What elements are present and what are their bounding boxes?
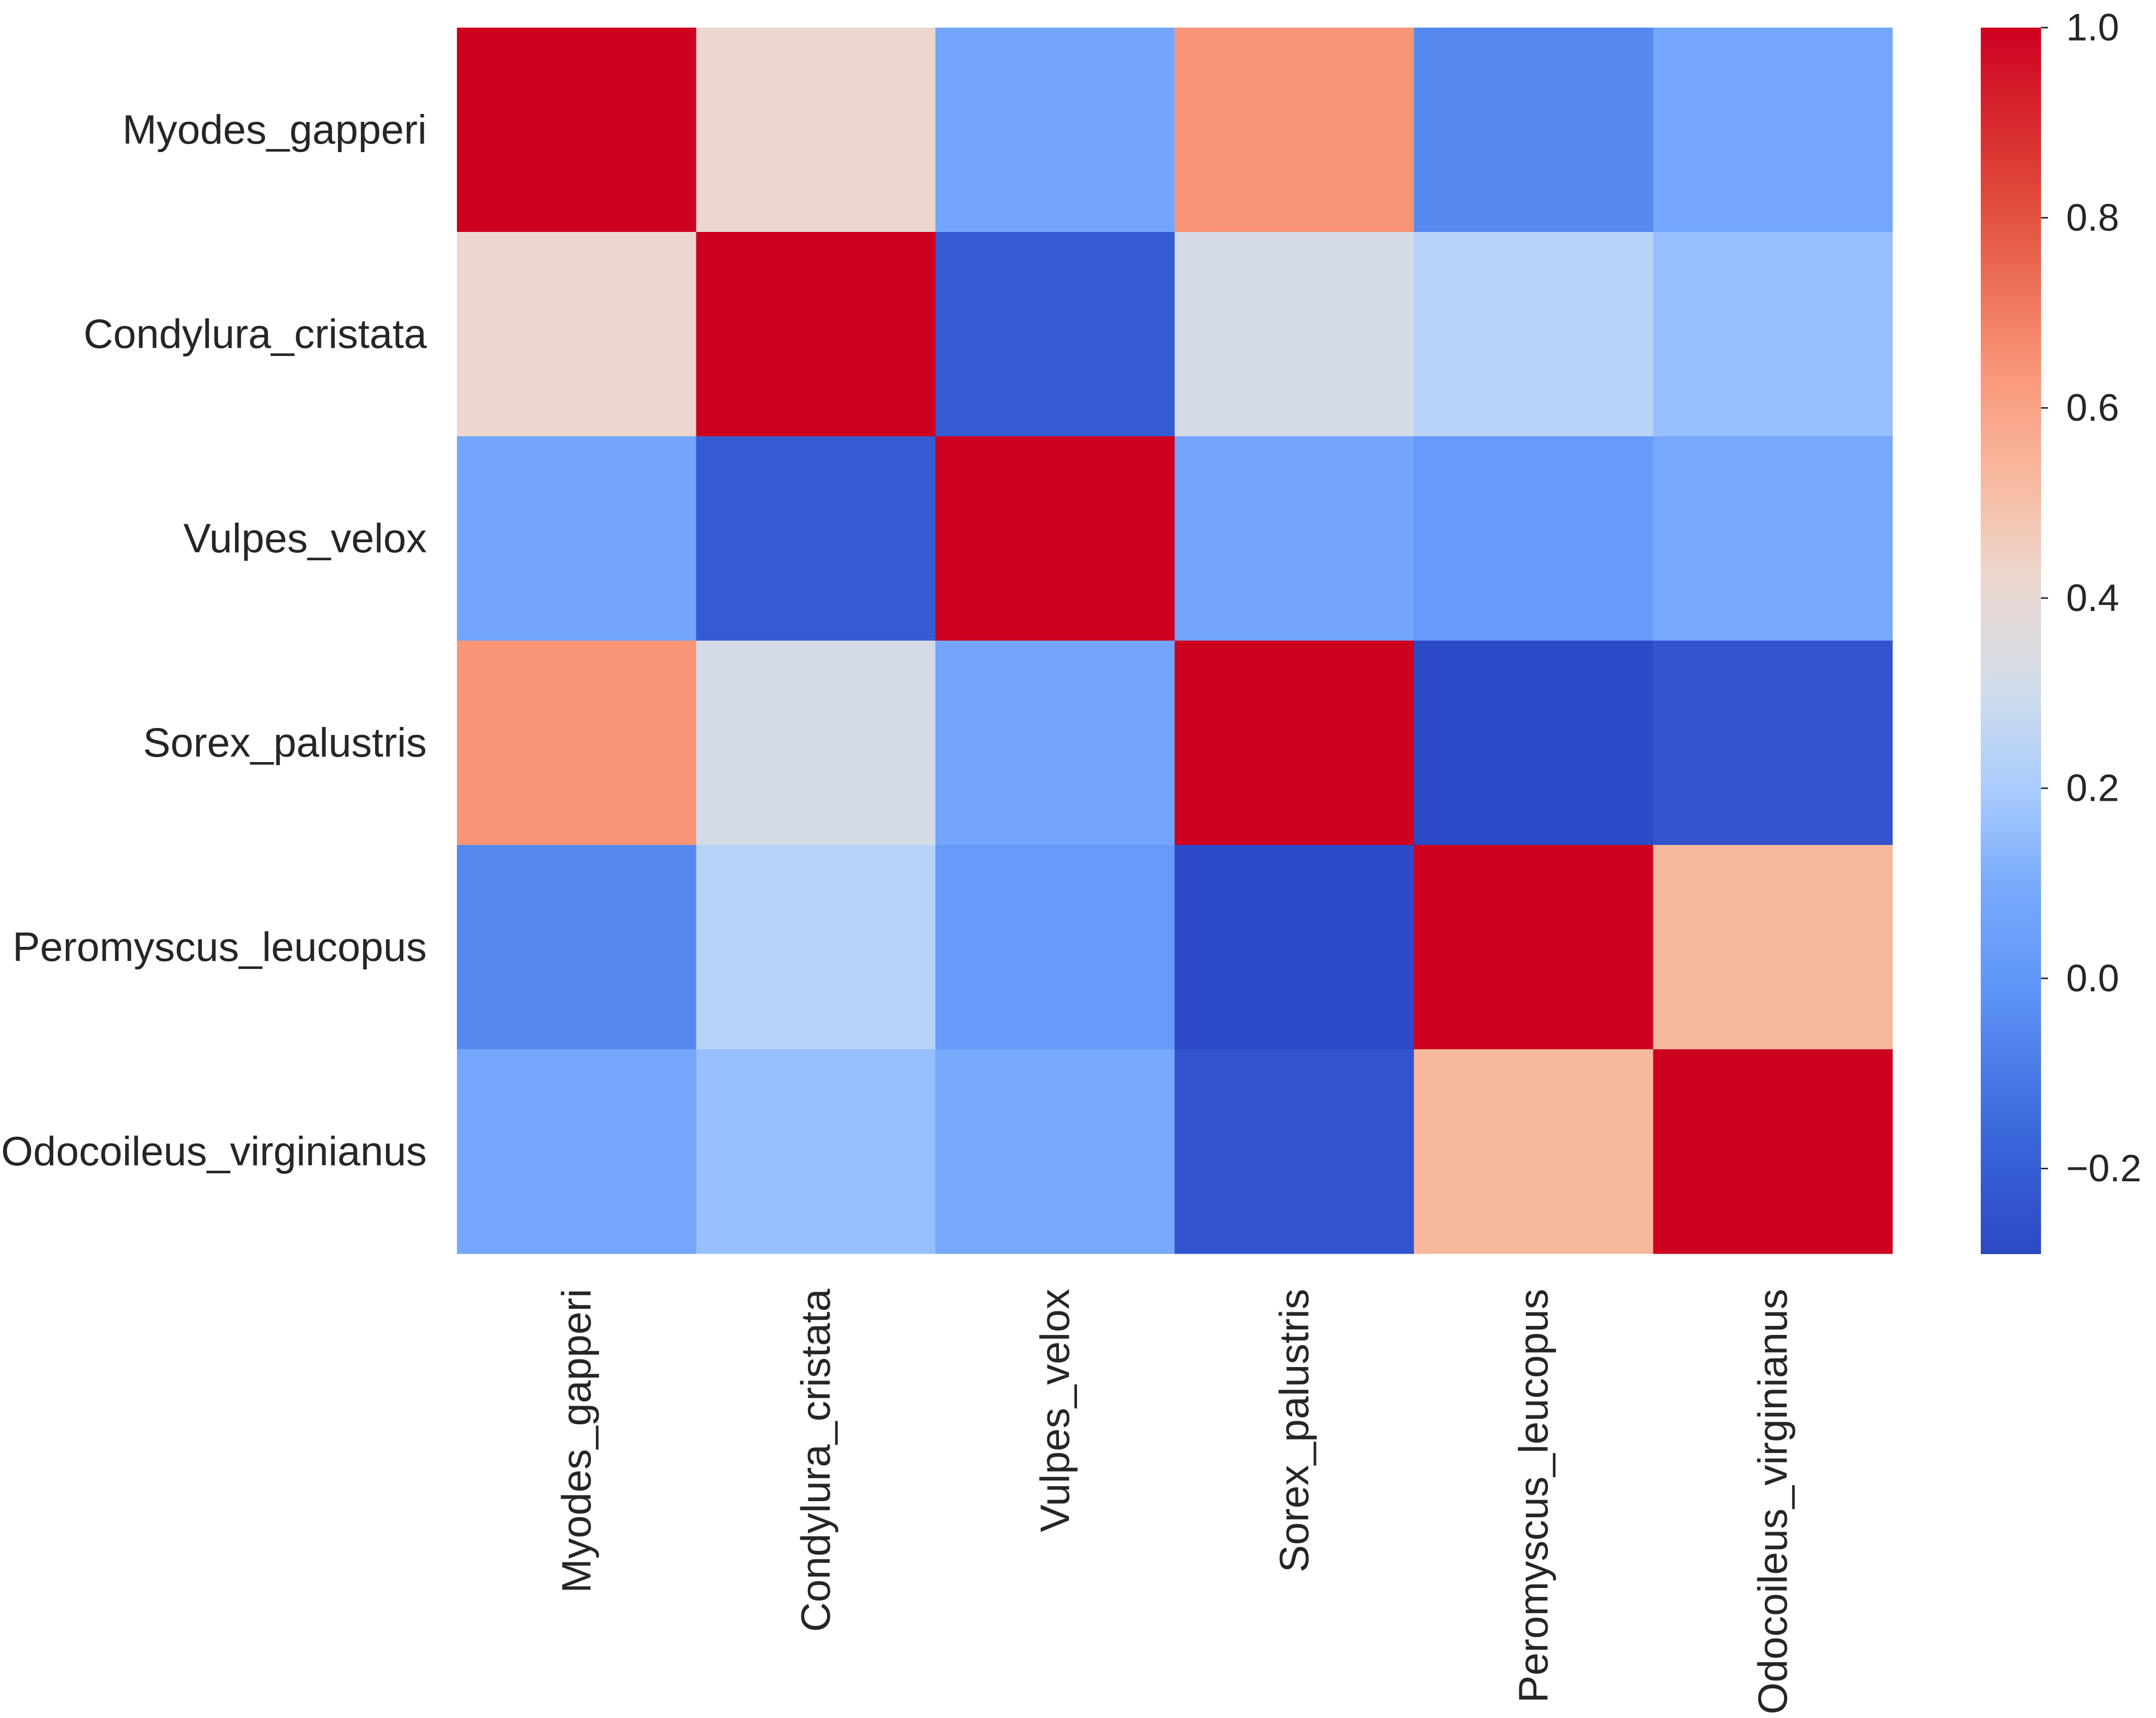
heatmap-cell-Myodes_gapperi-Peromyscus_leucopus: [1414, 28, 1654, 232]
y-tick-labels: Myodes_gapperi Condylura_cristata Vulpes_v…: [1, 107, 427, 1174]
heatmap-cell-Sorex_palustris-Myodes_gapperi: [457, 641, 697, 845]
heatmap-cell-Vulpes_velox-Peromyscus_leucopus: [1414, 436, 1654, 641]
heatmap-cell-Sorex_palustris-Peromyscus_leucopus: [1414, 641, 1654, 845]
x-tick-label: Condylura_cristata: [793, 1289, 839, 1632]
colorbar-tick-label: 0.6: [2066, 387, 2119, 429]
x-tick-labels: Myodes_gapperi Condylura_cristata Vulpes_v…: [554, 1289, 1796, 1714]
heatmap-cell-Condylura_cristata-Vulpes_velox: [935, 232, 1175, 437]
heatmap-cell-Myodes_gapperi-Sorex_palustris: [1174, 28, 1414, 232]
heatmap-cell-Sorex_palustris-Sorex_palustris: [1174, 641, 1414, 845]
heatmap-cell-Vulpes_velox-Vulpes_velox: [935, 436, 1175, 641]
y-tick-label: Sorex_palustris: [143, 720, 427, 766]
y-tick-label: Odocoileus_virginianus: [1, 1129, 427, 1174]
colorbar-ticks: −0.2 0.0 0.2 0.4 0.6 0.8 1.0: [2041, 7, 2141, 1190]
heatmap-cell-Condylura_cristata-Sorex_palustris: [1174, 232, 1414, 437]
heatmap-cell-Vulpes_velox-Condylura_cristata: [696, 436, 936, 641]
heatmap-cell-Peromyscus_leucopus-Sorex_palustris: [1174, 845, 1414, 1050]
heatmap-cell-Vulpes_velox-Sorex_palustris: [1174, 436, 1414, 641]
x-tick-label: Peromyscus_leucopus: [1511, 1289, 1556, 1703]
heatmap-cell-Condylura_cristata-Myodes_gapperi: [457, 232, 697, 437]
heatmap-cell-Odocoileus_virginianus-Sorex_palustris: [1174, 1049, 1414, 1254]
heatmap-cell-Sorex_palustris-Condylura_cristata: [696, 641, 936, 845]
heatmap-cell-Myodes_gapperi-Myodes_gapperi: [457, 28, 697, 232]
heatmap-cells: [457, 28, 1893, 1254]
heatmap-cell-Peromyscus_leucopus-Vulpes_velox: [935, 845, 1175, 1050]
heatmap-cell-Condylura_cristata-Peromyscus_leucopus: [1414, 232, 1654, 437]
heatmap-cell-Condylura_cristata-Odocoileus_virginianus: [1653, 232, 1893, 437]
heatmap-cell-Peromyscus_leucopus-Peromyscus_leucopus: [1414, 845, 1654, 1050]
x-tick-label: Odocoileus_virginianus: [1750, 1289, 1795, 1714]
heatmap-cell-Peromyscus_leucopus-Condylura_cristata: [696, 845, 936, 1050]
heatmap-cell-Vulpes_velox-Odocoileus_virginianus: [1653, 436, 1893, 641]
x-tick-label: Myodes_gapperi: [554, 1289, 600, 1593]
colorbar-tick-label: 1.0: [2066, 7, 2119, 49]
heatmap-cell-Sorex_palustris-Odocoileus_virginianus: [1653, 641, 1893, 845]
y-tick-label: Myodes_gapperi: [123, 107, 427, 153]
y-tick-label: Vulpes_velox: [183, 516, 427, 561]
colorbar-tick-label: 0.2: [2066, 767, 2119, 810]
heatmap-cell-Condylura_cristata-Condylura_cristata: [696, 232, 936, 437]
heatmap-cell-Odocoileus_virginianus-Vulpes_velox: [935, 1049, 1175, 1254]
colorbar-tick-label: −0.2: [2066, 1147, 2141, 1190]
heatmap-cell-Peromyscus_leucopus-Myodes_gapperi: [457, 845, 697, 1050]
heatmap-cell-Vulpes_velox-Myodes_gapperi: [457, 436, 697, 641]
heatmap-cell-Peromyscus_leucopus-Odocoileus_virginianus: [1653, 845, 1893, 1050]
heatmap-cell-Odocoileus_virginianus-Odocoileus_virginianus: [1653, 1049, 1893, 1254]
heatmap-cell-Myodes_gapperi-Odocoileus_virginianus: [1653, 28, 1893, 232]
colorbar-tick-label: 0.0: [2066, 957, 2119, 1000]
heatmap-cell-Odocoileus_virginianus-Condylura_cristata: [696, 1049, 936, 1254]
colorbar-tick-label: 0.4: [2066, 577, 2119, 620]
heatmap-cell-Odocoileus_virginianus-Myodes_gapperi: [457, 1049, 697, 1254]
colorbar-tick-label: 0.8: [2066, 196, 2119, 239]
colorbar: [1981, 28, 2041, 1254]
x-tick-label: Sorex_palustris: [1271, 1289, 1317, 1572]
x-tick-label: Vulpes_velox: [1032, 1289, 1078, 1532]
y-tick-label: Peromyscus_leucopus: [13, 924, 427, 970]
heatmap-cell-Sorex_palustris-Vulpes_velox: [935, 641, 1175, 845]
heatmap-cell-Myodes_gapperi-Condylura_cristata: [696, 28, 936, 232]
y-tick-label: Condylura_cristata: [83, 311, 427, 357]
heatmap-cell-Myodes_gapperi-Vulpes_velox: [935, 28, 1175, 232]
heatmap-cell-Odocoileus_virginianus-Peromyscus_leucopus: [1414, 1049, 1654, 1254]
